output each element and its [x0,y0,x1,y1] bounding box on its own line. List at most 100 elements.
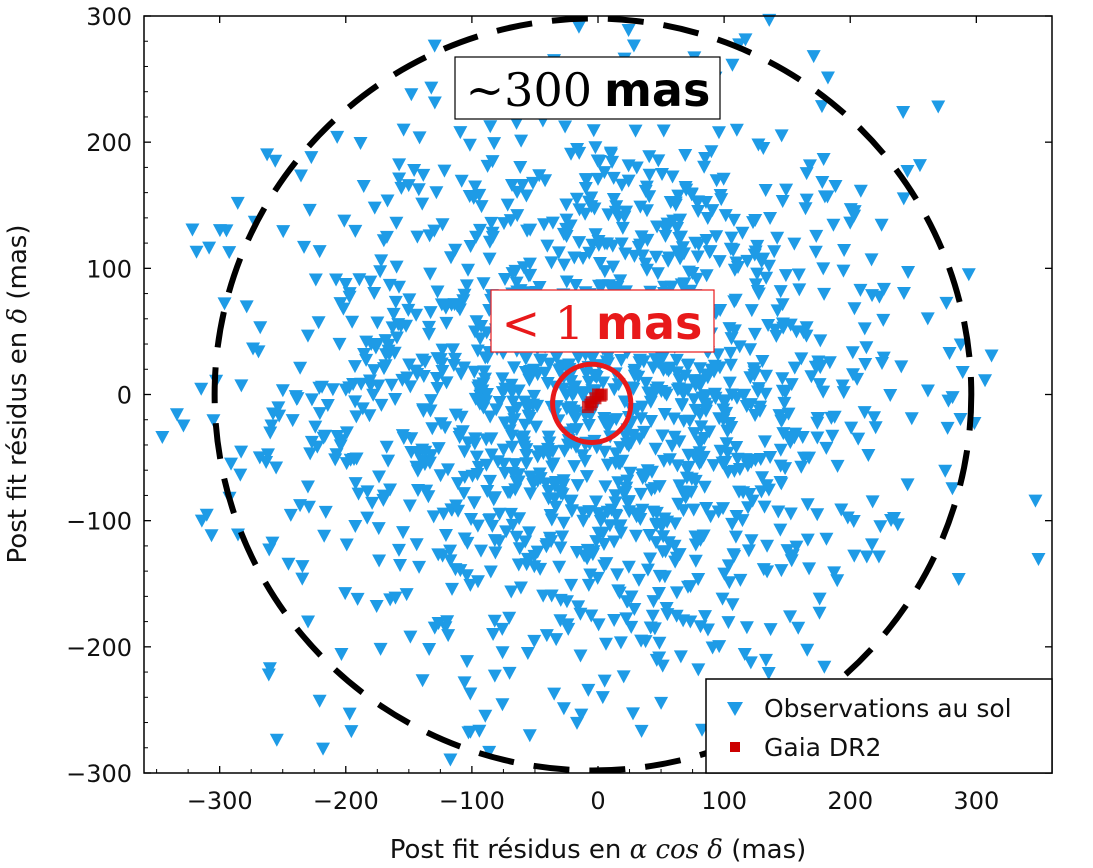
observation-point [876,351,891,365]
observation-point [419,484,434,498]
observation-point [732,340,747,354]
observation-point [472,223,487,237]
observation-point [606,192,621,206]
observation-point [663,196,678,210]
observation-point [459,569,474,583]
observation-point [673,213,688,227]
observation-point [657,407,672,421]
observation-point [591,618,606,632]
observation-point [686,393,701,407]
annotation-1-unit: mas [596,296,702,350]
observation-point [984,349,999,363]
observation-point [611,584,626,598]
observation-point [597,265,612,279]
observation-point [460,536,475,550]
observation-point [597,445,612,459]
observation-point [744,304,759,318]
annotation-label-1: < 1 mas [490,289,715,353]
observation-point [750,285,765,299]
observation-point [900,165,915,179]
observation-point [819,441,834,455]
observation-point [511,468,526,482]
observation-point [847,549,862,563]
observation-point [613,519,628,533]
observation-point [726,548,741,562]
observation-point [748,278,763,292]
observation-point [366,388,381,402]
observation-point [703,510,718,524]
observation-point [680,383,695,397]
observation-point [445,582,460,596]
observation-point [443,544,458,558]
observation-point [516,261,531,275]
y-tick-label: −100 [66,508,132,536]
observation-point [373,642,388,656]
observation-point [649,517,664,531]
observation-point [478,372,493,386]
observation-point [234,379,249,393]
observation-point [836,386,851,400]
observation-point [433,469,448,483]
observation-point [691,205,706,219]
observation-point [234,445,249,459]
observation-point [705,204,720,218]
observation-point [769,329,784,343]
observation-point [351,487,366,501]
observation-point [596,376,611,390]
observation-point [339,457,354,471]
observation-point [454,174,469,188]
observation-point [1031,553,1046,567]
x-tick-label: −200 [313,787,379,815]
observation-point [418,445,433,459]
observation-point [747,248,762,262]
observation-point [598,637,613,651]
observation-point [380,194,395,208]
observation-point [583,568,598,582]
observation-point [750,267,765,281]
observation-point [800,498,815,512]
observation-point [613,636,628,650]
observation-point [615,221,630,235]
observation-point [388,295,403,309]
observation-point [578,173,593,187]
observation-point [726,213,741,227]
observation-point [606,171,621,185]
observation-point [656,124,671,138]
observation-point [592,154,607,168]
observation-point [652,636,667,650]
observation-point [680,359,695,373]
observation-point [438,621,453,635]
observation-point [439,376,454,390]
observation-point [556,702,571,716]
observation-point [651,586,666,600]
observation-point [514,134,529,148]
observation-point [699,269,714,283]
observation-point [816,153,831,167]
observation-point [953,338,968,352]
observation-point [867,411,882,425]
observation-point [720,424,735,438]
observation-point [613,274,628,288]
observation-point [497,416,512,430]
observation-point [723,346,738,360]
observation-point [858,358,873,372]
observation-point [555,530,570,544]
observation-point [450,299,465,313]
observation-point [384,378,399,392]
observation-point [883,389,898,403]
observation-point [333,297,348,311]
observation-point [424,81,439,95]
observation-point [185,223,200,237]
observation-point [495,646,510,660]
observation-point [515,179,530,193]
observation-point [381,454,396,468]
observation-point [500,198,515,212]
observation-point [520,224,535,238]
observation-point [402,499,417,513]
observation-point [536,447,551,461]
observation-point [740,254,755,268]
observation-point [669,586,684,600]
observation-point [767,245,782,259]
observation-point [776,427,791,441]
